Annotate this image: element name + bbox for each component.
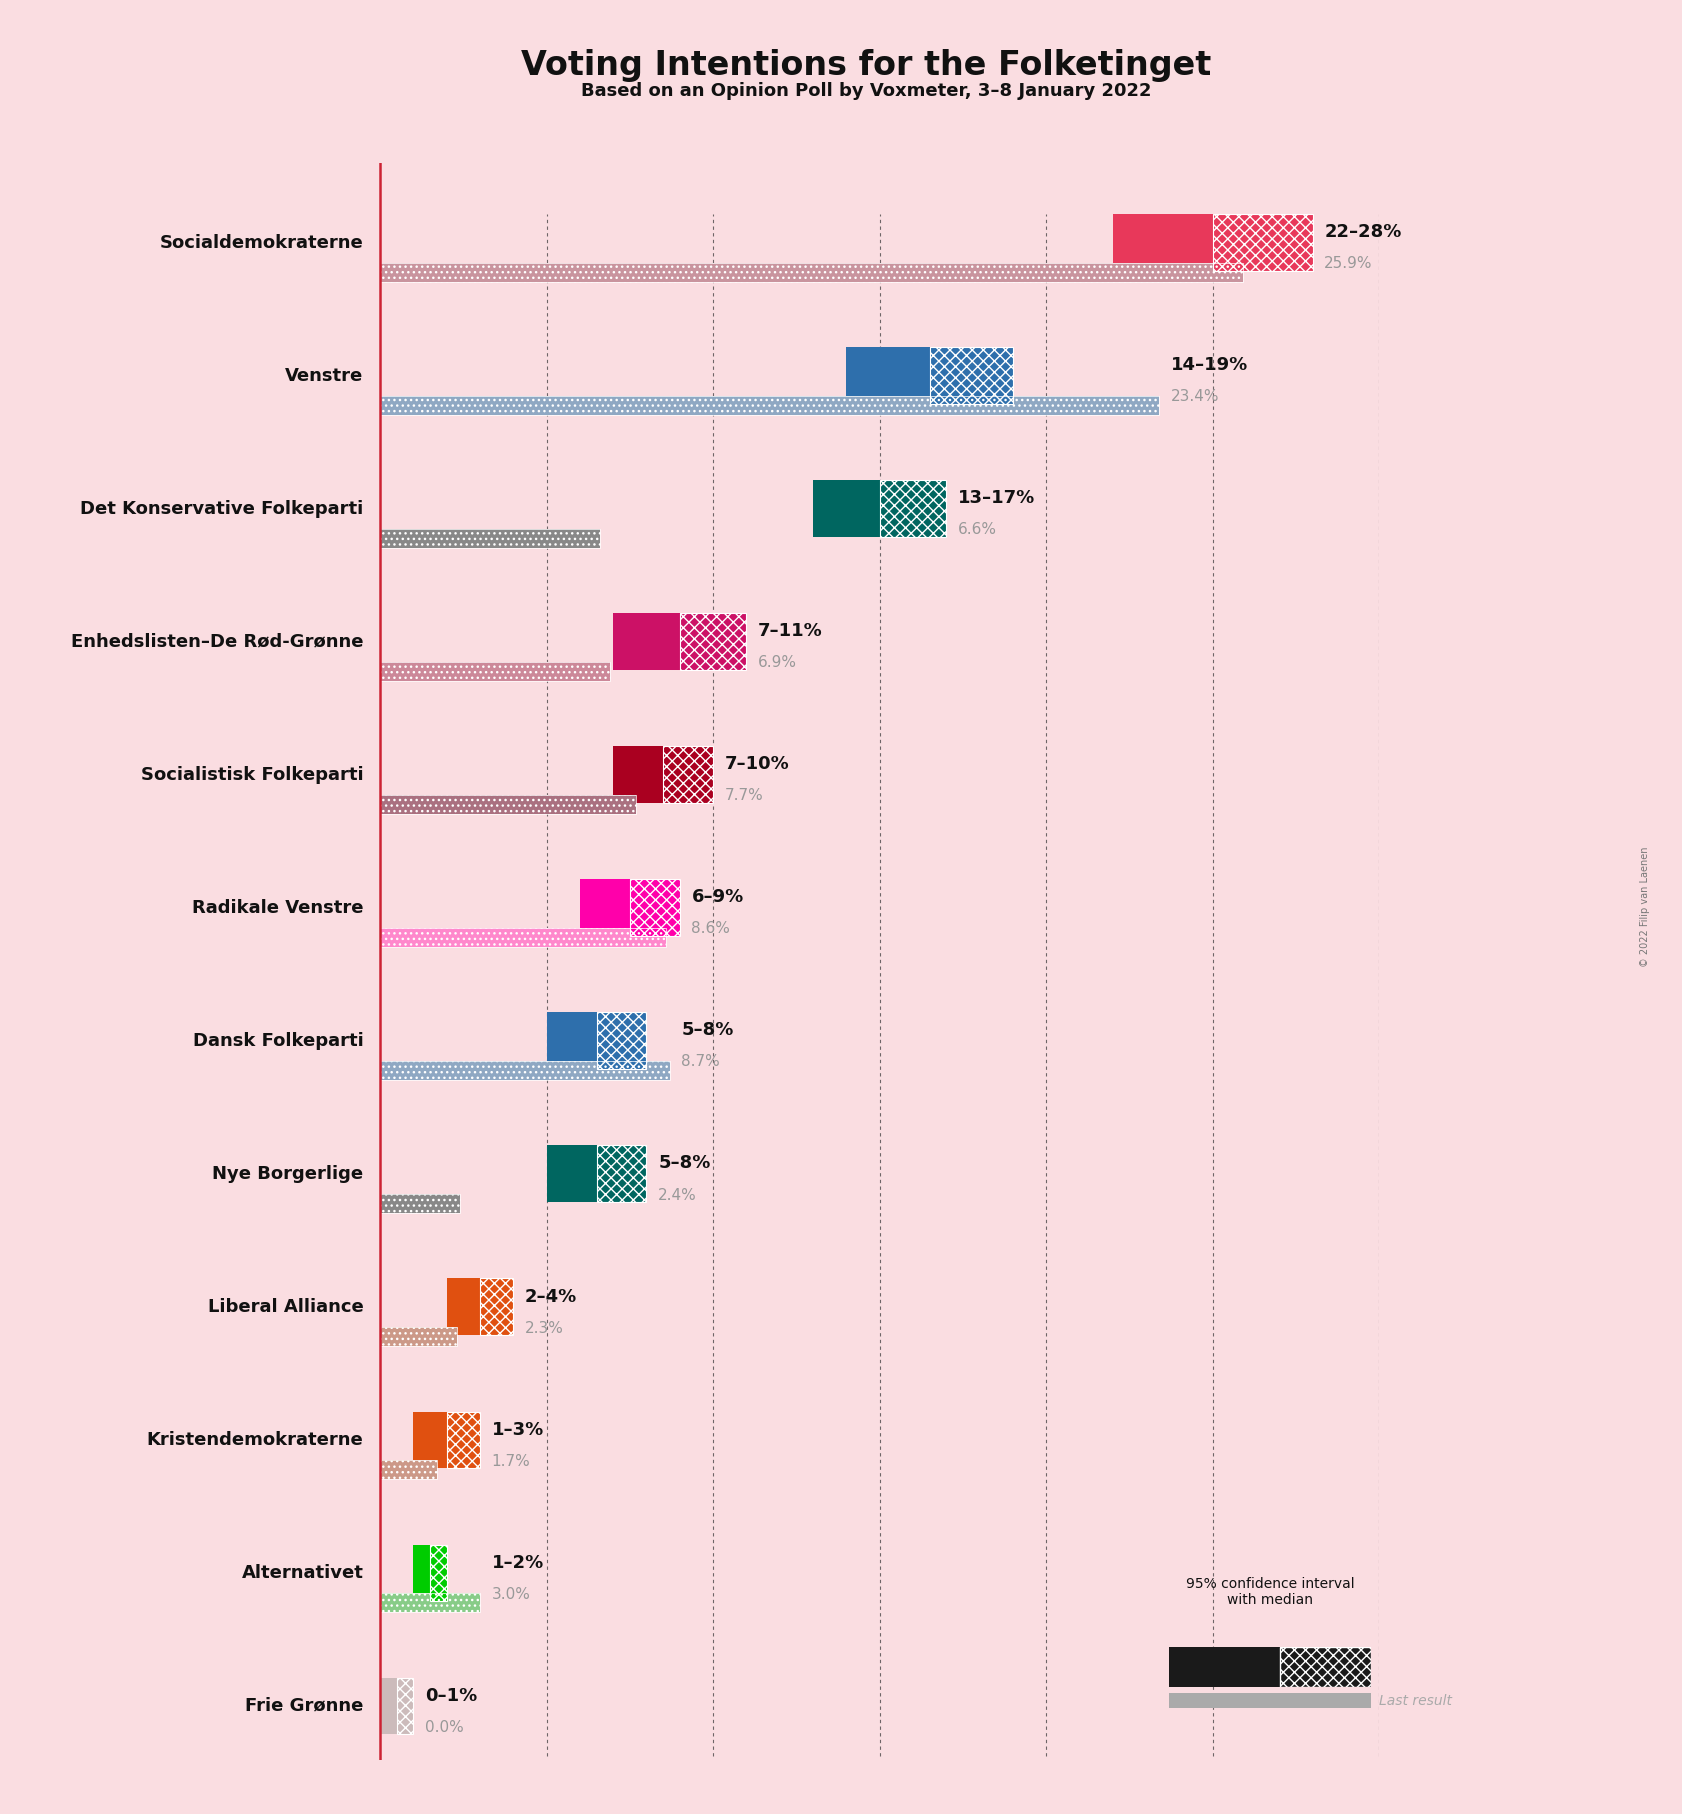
Bar — [380, 1194, 459, 1214]
Text: 7–10%: 7–10% — [725, 755, 789, 773]
Text: 1.7%: 1.7% — [491, 1453, 530, 1469]
Bar — [380, 1678, 397, 1734]
Text: 13–17%: 13–17% — [959, 490, 1034, 508]
Text: 23.4%: 23.4% — [1171, 390, 1219, 405]
Text: 1–2%: 1–2% — [491, 1553, 543, 1571]
Bar — [414, 1411, 447, 1468]
Bar — [580, 880, 629, 936]
Bar — [380, 929, 666, 947]
Text: Socialistisk Folkeparti: Socialistisk Folkeparti — [141, 766, 363, 784]
Text: Last result: Last result — [1379, 1694, 1452, 1707]
Text: Alternativet: Alternativet — [242, 1564, 363, 1582]
Bar — [380, 795, 636, 814]
Bar — [380, 395, 1159, 415]
Text: Based on an Opinion Poll by Voxmeter, 3–8 January 2022: Based on an Opinion Poll by Voxmeter, 3–… — [580, 82, 1152, 100]
Bar — [597, 1012, 646, 1068]
Bar — [380, 263, 1243, 281]
Bar — [812, 481, 880, 537]
Bar — [597, 1145, 646, 1201]
Bar — [380, 530, 600, 548]
Bar — [380, 395, 1159, 415]
Text: 1–3%: 1–3% — [491, 1420, 543, 1439]
Bar — [414, 1544, 431, 1600]
Bar — [1213, 214, 1312, 270]
Text: 3.0%: 3.0% — [491, 1587, 530, 1602]
Bar — [614, 746, 663, 804]
Bar — [447, 1411, 479, 1468]
Text: Socialdemokraterne: Socialdemokraterne — [160, 234, 363, 252]
Bar — [479, 1279, 513, 1335]
Bar — [663, 746, 713, 804]
Text: 6–9%: 6–9% — [691, 889, 743, 907]
Text: 8.7%: 8.7% — [681, 1054, 720, 1070]
Text: 25.9%: 25.9% — [1324, 256, 1373, 272]
Text: 0–1%: 0–1% — [426, 1687, 478, 1705]
Bar — [380, 1593, 479, 1613]
Bar — [547, 1145, 597, 1201]
Bar — [1280, 1647, 1371, 1687]
Bar — [1169, 1647, 1280, 1687]
Bar — [380, 1061, 669, 1079]
Bar — [380, 795, 636, 814]
Bar — [380, 1061, 669, 1079]
Bar — [380, 1460, 437, 1478]
Text: Nye Borgerlige: Nye Borgerlige — [212, 1165, 363, 1183]
Text: 6.6%: 6.6% — [959, 522, 997, 537]
Bar — [880, 481, 947, 537]
Text: 2.3%: 2.3% — [525, 1321, 563, 1335]
Bar — [397, 1678, 414, 1734]
Bar — [447, 1279, 479, 1335]
Text: 0.0%: 0.0% — [426, 1720, 464, 1734]
Text: Det Konservative Folkeparti: Det Konservative Folkeparti — [81, 499, 363, 517]
Bar — [380, 530, 600, 548]
Bar — [547, 1012, 597, 1068]
Text: 22–28%: 22–28% — [1324, 223, 1401, 241]
Text: 5–8%: 5–8% — [658, 1154, 710, 1172]
Text: 5–8%: 5–8% — [681, 1021, 733, 1039]
Bar — [380, 1328, 456, 1346]
Bar — [680, 613, 747, 669]
Text: 2.4%: 2.4% — [658, 1188, 696, 1203]
Text: Voting Intentions for the Folketinget: Voting Intentions for the Folketinget — [521, 49, 1211, 82]
Text: Radikale Venstre: Radikale Venstre — [192, 898, 363, 916]
Bar — [380, 1593, 479, 1613]
Text: Liberal Alliance: Liberal Alliance — [207, 1297, 363, 1315]
Bar — [380, 1328, 456, 1346]
Bar — [380, 662, 611, 680]
Text: © 2022 Filip van Laenen: © 2022 Filip van Laenen — [1640, 847, 1650, 967]
Bar — [431, 1544, 447, 1600]
Bar — [380, 1194, 459, 1214]
Bar — [380, 1460, 437, 1478]
Text: Venstre: Venstre — [286, 366, 363, 385]
Bar — [614, 613, 680, 669]
Text: 7.7%: 7.7% — [725, 789, 764, 804]
Bar — [846, 348, 930, 405]
Bar — [629, 880, 680, 936]
Text: Dansk Folkeparti: Dansk Folkeparti — [193, 1032, 363, 1050]
Text: 6.9%: 6.9% — [759, 655, 797, 671]
Text: 14–19%: 14–19% — [1171, 356, 1248, 374]
Bar — [380, 929, 666, 947]
Text: 7–11%: 7–11% — [759, 622, 822, 640]
Text: Kristendemokraterne: Kristendemokraterne — [146, 1431, 363, 1449]
Text: 2–4%: 2–4% — [525, 1288, 577, 1306]
Text: Enhedslisten–De Rød-Grønne: Enhedslisten–De Rød-Grønne — [71, 633, 363, 651]
Bar — [1113, 214, 1213, 270]
Bar — [930, 348, 1013, 405]
Bar — [380, 263, 1243, 281]
Text: 95% confidence interval
with median: 95% confidence interval with median — [1186, 1576, 1354, 1607]
Text: 8.6%: 8.6% — [691, 922, 730, 936]
Text: Frie Grønne: Frie Grønne — [246, 1696, 363, 1714]
Bar — [380, 662, 611, 680]
